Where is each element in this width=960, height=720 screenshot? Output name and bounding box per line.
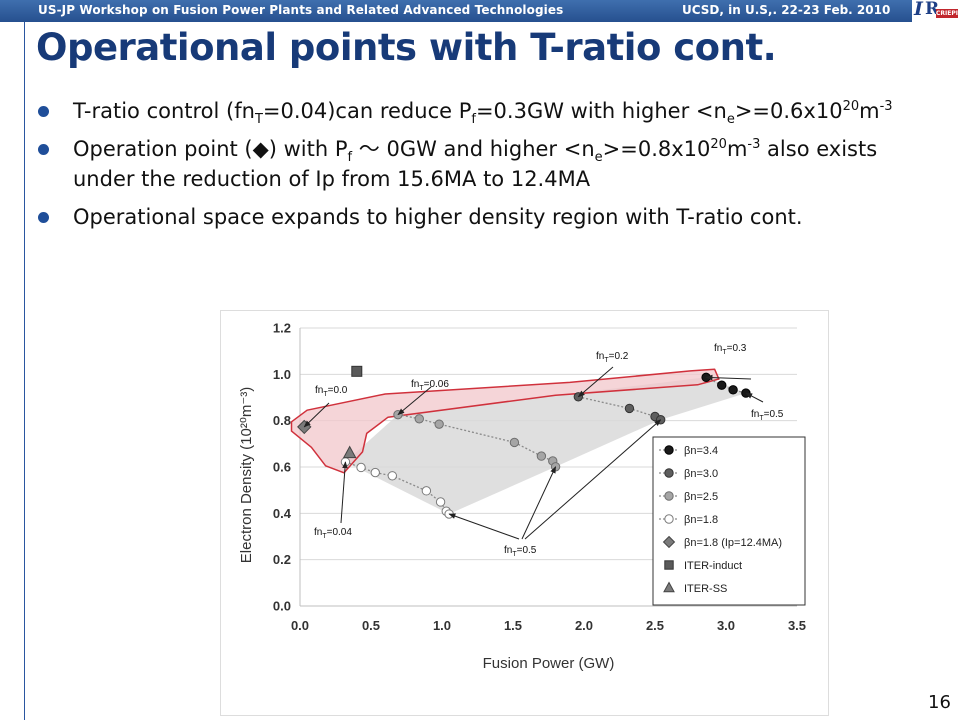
y-tick-label: 0.0	[273, 599, 291, 614]
data-point	[664, 491, 674, 501]
data-point	[421, 486, 432, 496]
data-point	[741, 388, 751, 398]
data-point	[342, 445, 357, 459]
data-point	[434, 419, 444, 429]
data-point	[370, 467, 380, 478]
legend-label: βn=1.8 (Ip=12.4MA)	[684, 537, 782, 549]
bullet-item: T-ratio control (fnT=0.04)can reduce Pf=…	[38, 96, 918, 126]
annotation-arrow	[745, 392, 764, 403]
header-event: US-JP Workshop on Fusion Power Plants an…	[38, 3, 564, 17]
y-tick-label: 0.8	[273, 413, 291, 428]
x-tick-label: 0.5	[362, 618, 380, 633]
bullet-item: Operation point (◆) with Pf ～ 0GW and hi…	[38, 134, 918, 194]
bullet-dot-icon	[38, 106, 49, 117]
data-point	[663, 581, 675, 593]
data-point	[509, 437, 520, 448]
y-tick-label: 1.0	[273, 367, 291, 382]
data-point	[664, 560, 674, 570]
series-line	[578, 396, 662, 421]
bullet-dot-icon	[38, 212, 49, 223]
header-venue: UCSD, in U.S,. 22-23 Feb. 2010	[682, 3, 891, 17]
y-tick-label: 0.4	[273, 506, 292, 521]
annotation-arrow	[705, 374, 752, 381]
x-tick-label: 0.0	[291, 618, 309, 633]
data-point	[624, 403, 635, 414]
slide-title: Operational points with T-ratio cont.	[36, 26, 777, 69]
y-tick-label: 0.2	[273, 552, 291, 567]
annotation-label: fnT=0.04	[314, 527, 352, 540]
x-tick-label: 3.0	[717, 618, 735, 633]
data-point	[664, 514, 674, 524]
bullet-list: T-ratio control (fnT=0.04)can reduce Pf=…	[38, 96, 918, 240]
data-point	[717, 380, 727, 390]
annotation-arrow	[577, 366, 614, 398]
operational-region-gray	[345, 377, 746, 514]
x-tick-label: 2.5	[646, 618, 664, 633]
legend-label: βn=3.0	[684, 468, 718, 480]
x-tick-label: 1.5	[504, 618, 522, 633]
diamond-icon: ◆	[252, 137, 269, 161]
data-point	[356, 462, 366, 473]
y-tick-label: 1.2	[273, 321, 291, 336]
x-tick-label: 1.0	[433, 618, 451, 633]
annotation-arrow	[397, 386, 432, 416]
annotation-label: fnT=0.2	[596, 351, 629, 364]
data-point	[387, 471, 398, 481]
x-tick-label: 3.5	[788, 618, 806, 633]
x-tick-label: 2.0	[575, 618, 593, 633]
bullet-item: Operational space expands to higher dens…	[38, 202, 918, 232]
legend-label: βn=3.4	[684, 445, 718, 457]
annotation-label: fnT=0.5	[504, 545, 537, 558]
bullet-dot-icon	[38, 144, 49, 155]
data-point	[728, 385, 738, 395]
logo-text: CRIEPI	[936, 9, 958, 18]
series-line	[705, 376, 747, 394]
legend-label: βn=1.8	[684, 514, 718, 526]
y-tick-label: 0.6	[273, 460, 291, 475]
y-axis-label: Electron Density (10²⁰m⁻³)	[238, 387, 255, 563]
left-rule	[24, 22, 25, 720]
annotation-label: fnT=0.0	[315, 385, 348, 398]
legend-box	[652, 436, 806, 606]
annotation-arrow	[340, 461, 348, 524]
annotation-arrow	[303, 402, 330, 428]
annotation-arrow	[521, 466, 557, 540]
data-point	[550, 462, 561, 472]
operational-points-chart: 0.0 0.2 0.4 0.6 0.8 1.0 1.2 0.0 0.5 1.0 1.5 2.0 2.5 3…	[238, 321, 806, 673]
chart-container: 0.0 0.2 0.4 0.6 0.8 1.0 1.2 0.0 0.5 1.0 1.5 2.0 2.5 3…	[221, 311, 828, 715]
page-number: 16	[928, 692, 951, 713]
legend-label: ITER-SS	[684, 583, 727, 595]
data-point	[444, 509, 454, 519]
annotation-label: fnT=0.3	[714, 343, 747, 356]
annotation-label: fnT=0.5	[751, 409, 784, 422]
legend-label: ITER-induct	[684, 560, 742, 572]
header-bar: US-JP Workshop on Fusion Power Plants an…	[0, 0, 960, 22]
data-point	[664, 468, 674, 478]
annotation-arrow	[524, 419, 662, 540]
data-point	[435, 497, 446, 507]
annotation-arrow	[448, 513, 520, 540]
data-point	[664, 445, 674, 455]
data-point	[414, 414, 424, 424]
data-point	[536, 451, 547, 461]
data-point	[351, 365, 363, 377]
operational-region-pink	[290, 368, 720, 474]
data-point	[662, 535, 676, 549]
x-axis-label: Fusion Power (GW)	[483, 655, 615, 672]
legend-label: βn=2.5	[684, 491, 718, 503]
